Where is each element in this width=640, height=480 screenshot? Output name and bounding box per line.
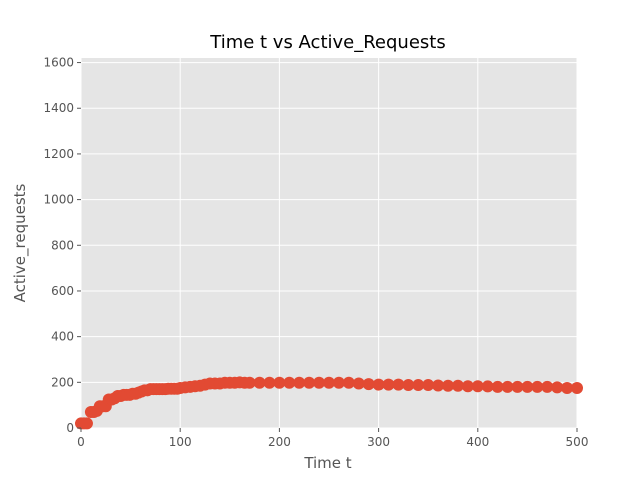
data-point (313, 376, 326, 389)
x-tick-label: 200 (268, 435, 291, 449)
data-point (283, 376, 296, 389)
data-point (432, 379, 445, 392)
y-tick-label: 1200 (43, 147, 74, 161)
x-tick-label: 100 (169, 435, 192, 449)
data-point (521, 380, 534, 393)
data-points (75, 376, 583, 430)
grid-lines (80, 58, 578, 429)
y-tick-label: 1400 (43, 101, 74, 115)
data-point (352, 377, 365, 390)
x-axis-label: Time t (303, 454, 351, 472)
y-tick-label: 200 (51, 375, 74, 389)
y-tick-label: 1000 (43, 193, 74, 207)
data-point (561, 382, 574, 395)
data-point (491, 380, 504, 393)
data-point (551, 381, 564, 394)
data-point (293, 376, 306, 389)
x-tick-label: 300 (367, 435, 390, 449)
data-point (481, 380, 494, 393)
data-point (541, 380, 554, 393)
data-point (451, 379, 464, 392)
data-point (392, 378, 405, 391)
data-point (362, 378, 375, 391)
data-point (332, 376, 345, 389)
y-axis-ticks: 0 200 400 600 800 1000 1200 1400 1600 (43, 56, 81, 435)
x-tick-label: 400 (466, 435, 489, 449)
data-point (471, 380, 484, 393)
x-tick-label: 500 (566, 435, 589, 449)
data-point (323, 376, 335, 389)
x-axis-ticks: 0 100 200 300 400 500 (77, 428, 588, 449)
y-tick-label: 1600 (43, 56, 74, 70)
y-axis-label: Active_requests (11, 183, 30, 302)
data-point (461, 380, 474, 393)
y-tick-label: 800 (51, 238, 74, 252)
y-tick-label: 600 (51, 284, 74, 298)
y-tick-label: 0 (66, 421, 74, 435)
plot-area (81, 58, 577, 428)
data-point (571, 382, 583, 395)
x-tick-label: 0 (77, 435, 85, 449)
data-point (412, 379, 425, 392)
data-point (402, 379, 415, 392)
data-point (501, 380, 514, 393)
data-point (531, 380, 544, 393)
data-point (372, 378, 385, 391)
data-point (253, 376, 266, 389)
data-point (80, 417, 93, 430)
data-point (382, 378, 395, 391)
data-point (273, 376, 286, 389)
data-point (511, 380, 524, 393)
data-point (243, 376, 256, 389)
data-point (263, 376, 276, 389)
data-point (442, 379, 455, 392)
data-point (303, 376, 316, 389)
chart-title: Time t vs Active_Requests (209, 32, 445, 53)
y-tick-label: 400 (51, 330, 74, 344)
data-point (342, 376, 355, 389)
data-point (422, 379, 435, 392)
